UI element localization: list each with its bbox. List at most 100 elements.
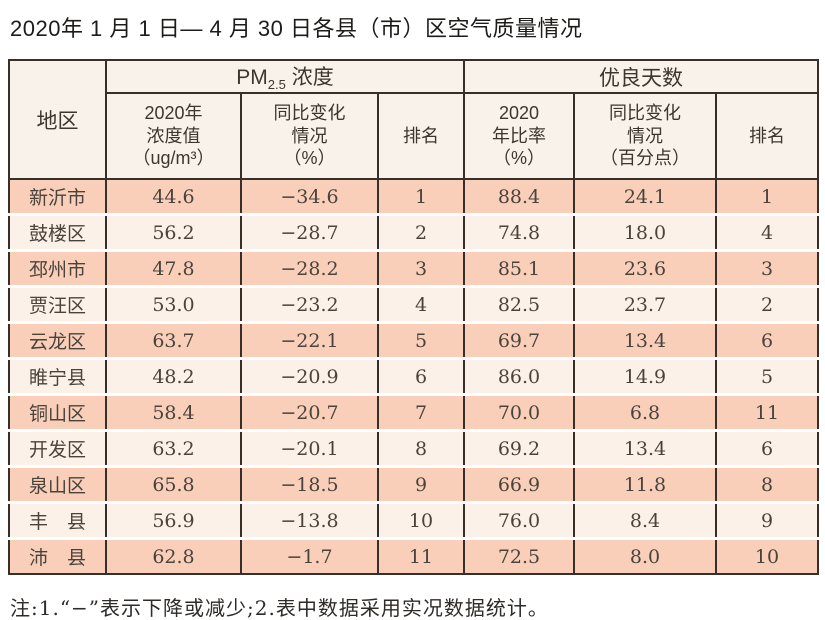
- good-ratio-cell: 72.5: [463, 537, 574, 575]
- table-row: 铜山区 58.4 −20.7 7 70.0 6.8 11: [8, 393, 819, 431]
- pm-rank-cell: 2: [377, 213, 464, 251]
- region-cell: 丰 县: [8, 501, 106, 539]
- region-cell: 开发区: [8, 429, 106, 467]
- pm-value-cell: 44.6: [105, 179, 241, 215]
- good-ratio-cell: 70.0: [463, 393, 574, 431]
- air-quality-table: 地区 PM2.5 浓度 优良天数 2020年 浓度值 （ug/m³） 同比变化 …: [8, 59, 820, 576]
- pm-change-cell: −1.7: [240, 537, 378, 575]
- region-cell: 贾汪区: [8, 285, 106, 323]
- good-rank-cell: 5: [714, 357, 819, 395]
- pm-change-cell: −34.6: [240, 179, 378, 215]
- good-rank-cell: 6: [714, 429, 819, 467]
- region-cell: 睢宁县: [8, 357, 106, 395]
- pm-change-cell: −13.8: [240, 501, 378, 539]
- pm-rank-cell: 6: [377, 357, 464, 395]
- pm-value-cell: 56.2: [105, 213, 241, 251]
- pm-change-cell: −28.7: [240, 213, 378, 251]
- col-header-good-change: 同比变化 情况 （百分点）: [573, 93, 716, 181]
- footnote: 注:1.“−”表示下降或减少;2.表中数据采用实况数据统计。: [10, 596, 549, 620]
- pm25-label-prefix: PM: [236, 66, 268, 89]
- pm-change-cell: −22.1: [240, 321, 378, 359]
- table-row: 邳州市 47.8 −28.2 3 85.1 23.6 3: [8, 249, 819, 287]
- pm25-subscript: 2.5: [267, 77, 286, 93]
- region-cell: 泉山区: [8, 465, 106, 503]
- pm-value-cell: 65.8: [105, 465, 241, 503]
- table-body: 新沂市 44.6 −34.6 1 88.4 24.1 1 鼓楼区 56.2 −2…: [8, 179, 819, 575]
- pm-rank-cell: 1: [377, 179, 464, 215]
- good-rank-cell: 3: [714, 249, 819, 287]
- good-rank-cell: 4: [714, 213, 819, 251]
- pm25-label-suffix: 浓度: [285, 66, 334, 89]
- pm-change-cell: −20.7: [240, 393, 378, 431]
- pm-value-cell: 47.8: [105, 249, 241, 287]
- table-row: 丰 县 56.9 −13.8 10 76.0 8.4 9: [8, 501, 819, 539]
- pm-value-cell: 56.9: [105, 501, 241, 539]
- good-change-cell: 23.7: [573, 285, 716, 323]
- good-ratio-cell: 88.4: [463, 179, 574, 215]
- sub-header-row: 2020年 浓度值 （ug/m³） 同比变化 情况 （%） 排名 2020 年比…: [9, 93, 819, 181]
- col-header-pm-rank: 排名: [377, 93, 464, 181]
- good-change-cell: 23.6: [573, 249, 716, 287]
- good-change-cell: 14.9: [573, 357, 716, 395]
- good-ratio-cell: 74.8: [463, 213, 574, 251]
- good-change-cell: 6.8: [573, 393, 716, 431]
- pm-rank-cell: 10: [377, 501, 464, 539]
- col-header-pm-change: 同比变化 情况 （%）: [240, 93, 378, 181]
- pm-value-cell: 48.2: [105, 357, 241, 395]
- pm-change-cell: −20.9: [240, 357, 378, 395]
- pm-rank-cell: 4: [377, 285, 464, 323]
- col-header-good-rank: 排名: [714, 93, 819, 181]
- region-cell: 邳州市: [8, 249, 106, 287]
- good-change-cell: 13.4: [573, 429, 716, 467]
- good-ratio-cell: 86.0: [463, 357, 574, 395]
- good-rank-cell: 6: [714, 321, 819, 359]
- group-header-good-days: 优良天数: [462, 60, 819, 95]
- region-cell: 沛 县: [8, 537, 106, 575]
- page-title: 2020年 1 月 1 日— 4 月 30 日各县（市）区空气质量情况: [10, 16, 583, 41]
- good-ratio-cell: 85.1: [463, 249, 574, 287]
- good-ratio-cell: 66.9: [463, 465, 574, 503]
- region-cell: 云龙区: [8, 321, 106, 359]
- pm-rank-cell: 9: [377, 465, 464, 503]
- pm-value-cell: 58.4: [105, 393, 241, 431]
- group-header-pm25: PM2.5 浓度: [105, 60, 464, 95]
- pm-rank-cell: 3: [377, 249, 464, 287]
- good-rank-cell: 2: [714, 285, 819, 323]
- table-row: 开发区 63.2 −20.1 8 69.2 13.4 6: [8, 429, 819, 467]
- pm-change-cell: −28.2: [240, 249, 378, 287]
- region-cell: 新沂市: [8, 179, 106, 215]
- pm-rank-cell: 11: [377, 537, 464, 575]
- good-change-cell: 8.4: [573, 501, 716, 539]
- pm-value-cell: 62.8: [105, 537, 241, 575]
- good-rank-cell: 11: [714, 393, 819, 431]
- good-ratio-cell: 69.2: [463, 429, 574, 467]
- good-change-cell: 11.8: [573, 465, 716, 503]
- pm-change-cell: −23.2: [240, 285, 378, 323]
- pm-rank-cell: 8: [377, 429, 464, 467]
- col-header-region: 地区: [8, 60, 106, 181]
- good-change-cell: 8.0: [573, 537, 716, 575]
- table-row: 沛 县 62.8 −1.7 11 72.5 8.0 10: [8, 537, 819, 575]
- region-cell: 铜山区: [8, 393, 106, 431]
- col-header-good-ratio: 2020 年比率 （%）: [463, 93, 574, 181]
- pm-value-cell: 53.0: [105, 285, 241, 323]
- pm-rank-cell: 5: [377, 321, 464, 359]
- group-header-row: 地区 PM2.5 浓度 优良天数: [8, 60, 819, 181]
- good-rank-cell: 1: [714, 179, 819, 215]
- table-row: 鼓楼区 56.2 −28.7 2 74.8 18.0 4: [8, 213, 819, 251]
- table-row: 睢宁县 48.2 −20.9 6 86.0 14.9 5: [8, 357, 819, 395]
- table-row: 云龙区 63.7 −22.1 5 69.7 13.4 6: [8, 321, 819, 359]
- region-cell: 鼓楼区: [8, 213, 106, 251]
- col-header-pm-value: 2020年 浓度值 （ug/m³）: [105, 93, 241, 181]
- good-change-cell: 13.4: [573, 321, 716, 359]
- good-rank-cell: 10: [714, 537, 819, 575]
- table-row: 泉山区 65.8 −18.5 9 66.9 11.8 8: [8, 465, 819, 503]
- good-ratio-cell: 69.7: [463, 321, 574, 359]
- good-change-cell: 18.0: [573, 213, 716, 251]
- pm-rank-cell: 7: [377, 393, 464, 431]
- good-ratio-cell: 76.0: [463, 501, 574, 539]
- good-rank-cell: 9: [714, 501, 819, 539]
- good-ratio-cell: 82.5: [463, 285, 574, 323]
- good-change-cell: 24.1: [573, 179, 716, 215]
